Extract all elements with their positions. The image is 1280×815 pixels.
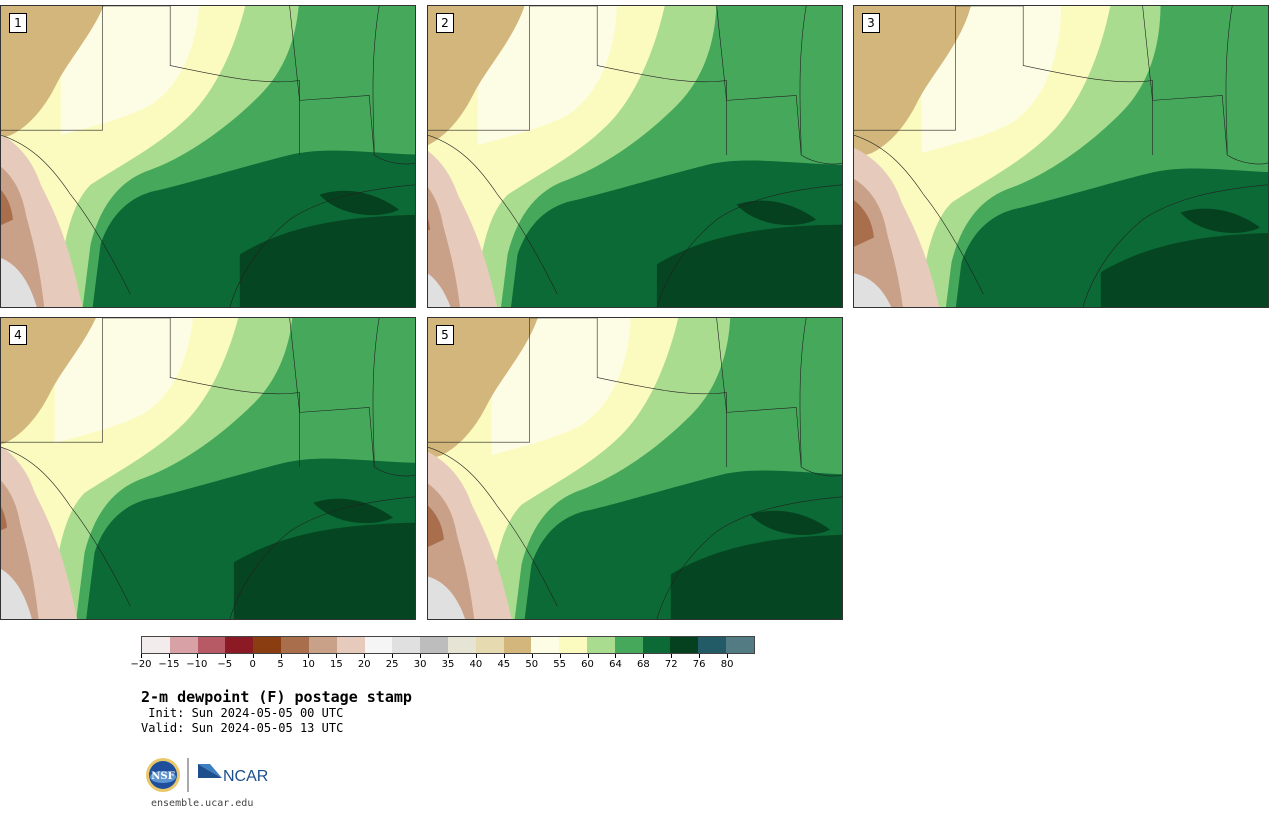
colorbar-tick (420, 654, 422, 658)
colorbar-swatch (726, 637, 754, 653)
colorbar-tick (699, 654, 701, 658)
colorbar-tick-label: 0 (249, 659, 256, 670)
colorbar-swatch (670, 637, 699, 653)
member-panel-3: 3 (853, 5, 1269, 308)
colorbar-tick (196, 654, 198, 658)
dewpoint-map (854, 6, 1268, 307)
colorbar-swatch (475, 637, 504, 653)
colorbar-swatch (392, 637, 421, 653)
logo-area: NSF NCAR (144, 756, 284, 796)
panel-label: 4 (9, 325, 27, 345)
colorbar-tick (168, 654, 170, 658)
colorbar-swatch (447, 637, 476, 653)
member-panel-5: 5 (427, 317, 843, 620)
colorbar-ticks: −20 −15 −10 −5 0 5 10 15 20 25 30 35 40 45 50 55 60 64 68 7… (130, 654, 755, 676)
colorbar-swatch (197, 637, 226, 653)
colorbar-tick (364, 654, 366, 658)
colorbar-tick (587, 654, 589, 658)
colorbar-tick-label: 10 (302, 659, 315, 670)
colorbar-swatch (642, 637, 671, 653)
colorbar-swatch (364, 637, 393, 653)
colorbar-swatch (225, 637, 254, 653)
colorbar-swatch (142, 637, 170, 653)
member-panel-2: 2 (427, 5, 843, 308)
colorbar-swatch (253, 637, 282, 653)
colorbar-tick-label: 72 (664, 659, 678, 670)
colorbar-tick-label: 50 (525, 659, 539, 670)
colorbar-tick (643, 654, 645, 658)
colorbar-tick-label: 60 (581, 659, 594, 670)
colorbar-tick (336, 654, 338, 658)
valid-time: Valid: Sun 2024-05-05 13 UTC (141, 721, 344, 735)
colorbar-tick (308, 654, 310, 658)
dewpoint-colorbar (141, 636, 755, 654)
colorbar-tick-label: 40 (469, 659, 483, 670)
panel-label: 3 (862, 13, 880, 33)
colorbar-swatch (420, 637, 448, 653)
colorbar-tick-label: 15 (329, 659, 343, 670)
colorbar-swatch (698, 637, 727, 653)
colorbar-tick (503, 654, 505, 658)
panel-label: 5 (436, 325, 454, 345)
colorbar-tick-label: 20 (357, 659, 371, 670)
member-panel-4: 4 (0, 317, 416, 620)
ncar-logo-icon: NCAR (198, 764, 268, 785)
colorbar-tick (727, 654, 729, 658)
panel-label: 2 (436, 13, 454, 33)
colorbar-tick-label: 25 (385, 659, 399, 670)
panel-label: 1 (9, 13, 27, 33)
dewpoint-map (428, 318, 842, 619)
dewpoint-map (428, 6, 842, 307)
colorbar-swatch (503, 637, 532, 653)
colorbar-tick (141, 654, 142, 658)
ncar-logo-text: NCAR (223, 768, 268, 785)
colorbar-tick (475, 654, 477, 658)
member-panel-1: 1 (0, 5, 416, 308)
colorbar-tick-label: 30 (413, 659, 427, 670)
colorbar-tick-label: 55 (553, 659, 566, 670)
colorbar-tick-label: −10 (186, 659, 208, 670)
colorbar-tick (252, 654, 254, 658)
colorbar-tick (615, 654, 617, 658)
colorbar-swatch (531, 637, 560, 653)
colorbar-tick-label: 5 (277, 659, 284, 670)
colorbar-tick-label: −15 (158, 659, 180, 670)
nsf-logo-icon: NSF (146, 758, 180, 792)
site-url: ensemble.ucar.edu (151, 798, 254, 809)
colorbar-tick (280, 654, 282, 658)
colorbar-swatch (308, 637, 337, 653)
colorbar-tick-label: 64 (609, 659, 622, 670)
colorbar-tick (448, 654, 449, 658)
colorbar-swatch (587, 637, 615, 653)
colorbar-tick (671, 654, 673, 658)
colorbar-tick (224, 654, 226, 658)
colorbar-tick-label: 80 (720, 659, 734, 670)
colorbar-tick-label: 76 (692, 659, 706, 670)
colorbar-tick (392, 654, 394, 658)
colorbar-tick-label: −5 (217, 659, 233, 670)
colorbar-tick (531, 654, 533, 658)
colorbar-swatch (281, 637, 309, 653)
colorbar-swatch (614, 637, 643, 653)
dewpoint-map (1, 6, 415, 307)
colorbar-tick-label: 68 (636, 659, 650, 670)
colorbar-swatch (336, 637, 365, 653)
colorbar-tick-label: −20 (130, 659, 152, 670)
init-time: Init: Sun 2024-05-05 00 UTC (141, 706, 344, 720)
dewpoint-map (1, 318, 415, 619)
colorbar-swatch (169, 637, 198, 653)
colorbar-tick (559, 654, 561, 658)
colorbar-swatch (559, 637, 587, 653)
colorbar-tick-label: 45 (497, 659, 511, 670)
nsf-logo-text: NSF (151, 771, 174, 782)
plot-title: 2-m dewpoint (F) postage stamp (141, 688, 412, 706)
colorbar-tick-label: 35 (441, 659, 455, 670)
